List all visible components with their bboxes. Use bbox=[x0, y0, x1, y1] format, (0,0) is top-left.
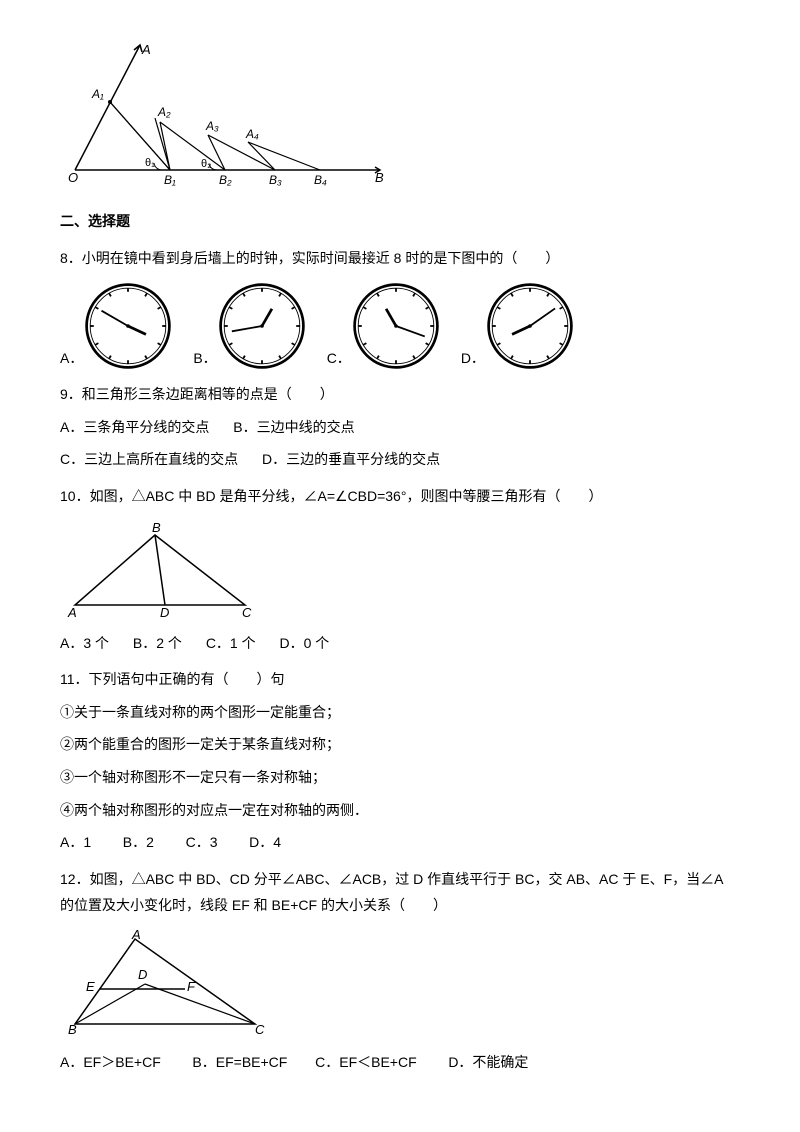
label-B3: B₃ bbox=[269, 173, 282, 187]
q12-E: E bbox=[86, 979, 95, 994]
q12-F: F bbox=[187, 979, 196, 994]
q10-D: D bbox=[160, 605, 169, 620]
q8-optD: D． bbox=[461, 345, 485, 372]
label-theta2: θ₂ bbox=[201, 158, 211, 170]
q11-optB: B．2 bbox=[123, 834, 154, 850]
q11-optD: D．4 bbox=[249, 834, 281, 850]
label-A4: A₄ bbox=[245, 127, 259, 141]
q10-optA: A．3 个 bbox=[60, 635, 109, 651]
q12-triangle-svg: A B C D E F bbox=[60, 929, 270, 1039]
q10-optC: C．1 个 bbox=[206, 635, 256, 651]
q11-text: 11．下列语句中正确的有（ ）句 bbox=[60, 666, 740, 693]
q9-optD: D．三边的垂直平分线的交点 bbox=[262, 451, 440, 467]
q12-optB: B．EF=BE+CF bbox=[192, 1054, 287, 1070]
question-9: 9．和三角形三条边距离相等的点是（ ） A．三条角平分线的交点 B．三边中线的交… bbox=[60, 381, 740, 473]
q8-optA: A． bbox=[60, 345, 83, 372]
q10-C: C bbox=[242, 605, 252, 620]
question-8: 8．小明在镜中看到身后墙上的时钟，实际时间最接近 8 时的是下图中的（ ） A．… bbox=[60, 245, 740, 372]
q12-A: A bbox=[131, 929, 141, 942]
q11-s1: ①关于一条直线对称的两个图形一定能重合； bbox=[60, 699, 740, 726]
clock-B bbox=[217, 281, 307, 371]
q10-optD: D．0 个 bbox=[280, 635, 330, 651]
q10-B: B bbox=[152, 520, 161, 535]
label-A1: A₁ bbox=[91, 87, 104, 101]
triangle-cascade-svg: O A A₁ A₂ A₃ A₄ B B₁ B₂ B₃ B₄ θ₁ θ₂ bbox=[60, 40, 390, 190]
label-B1: B₁ bbox=[164, 173, 176, 187]
section-2-title: 二、选择题 bbox=[60, 208, 740, 235]
q10-triangle-svg: A B C D bbox=[60, 520, 260, 620]
q8-optB: B． bbox=[193, 345, 216, 372]
label-A3: A₃ bbox=[205, 119, 219, 133]
question-10: 10．如图，△ABC 中 BD 是角平分线，∠A=∠CBD=36°，则图中等腰三… bbox=[60, 483, 740, 656]
q12-optC: C．EF＜BE+CF bbox=[315, 1054, 417, 1070]
q12-text: 12．如图，△ABC 中 BD、CD 分平∠ABC、∠ACB，过 D 作直线平行… bbox=[60, 866, 740, 919]
q12-C: C bbox=[255, 1022, 265, 1037]
q10-text: 10．如图，△ABC 中 BD 是角平分线，∠A=∠CBD=36°，则图中等腰三… bbox=[60, 483, 740, 510]
q8-text: 8．小明在镜中看到身后墙上的时钟，实际时间最接近 8 时的是下图中的（ ） bbox=[60, 245, 740, 272]
q9-optA: A．三条角平分线的交点 bbox=[60, 419, 209, 435]
q9-text: 9．和三角形三条边距离相等的点是（ ） bbox=[60, 381, 740, 408]
question-12: 12．如图，△ABC 中 BD、CD 分平∠ABC、∠ACB，过 D 作直线平行… bbox=[60, 866, 740, 1076]
q11-optC: C．3 bbox=[186, 834, 218, 850]
figure-q7-like: O A A₁ A₂ A₃ A₄ B B₁ B₂ B₃ B₄ θ₁ θ₂ bbox=[60, 40, 740, 190]
label-theta1: θ₁ bbox=[145, 157, 155, 169]
q10-optB: B．2 个 bbox=[133, 635, 182, 651]
q11-optA: A．1 bbox=[60, 834, 91, 850]
q10-A: A bbox=[67, 605, 77, 620]
label-B4: B₄ bbox=[314, 173, 327, 187]
label-B: B bbox=[375, 170, 384, 185]
label-A2: A₂ bbox=[157, 105, 171, 119]
label-A: A bbox=[141, 42, 151, 57]
q12-optD: D．不能确定 bbox=[448, 1054, 528, 1070]
q9-optB: B．三边中线的交点 bbox=[233, 419, 354, 435]
q12-B: B bbox=[68, 1022, 77, 1037]
q9-optC: C．三边上高所在直线的交点 bbox=[60, 451, 238, 467]
q11-s4: ④两个轴对称图形的对应点一定在对称轴的两侧． bbox=[60, 797, 740, 824]
q11-s3: ③一个轴对称图形不一定只有一条对称轴； bbox=[60, 764, 740, 791]
clock-C bbox=[351, 281, 441, 371]
q12-optA: A．EF＞BE+CF bbox=[60, 1054, 161, 1070]
q12-D: D bbox=[138, 967, 147, 982]
q11-s2: ②两个能重合的图形一定关于某条直线对称； bbox=[60, 731, 740, 758]
q8-optC: C． bbox=[327, 345, 351, 372]
label-O: O bbox=[68, 170, 78, 185]
label-B2: B₂ bbox=[219, 173, 232, 187]
clock-A bbox=[83, 281, 173, 371]
q8-clock-row: A． B． C． bbox=[60, 281, 740, 371]
question-11: 11．下列语句中正确的有（ ）句 ①关于一条直线对称的两个图形一定能重合； ②两… bbox=[60, 666, 740, 856]
clock-D bbox=[485, 281, 575, 371]
